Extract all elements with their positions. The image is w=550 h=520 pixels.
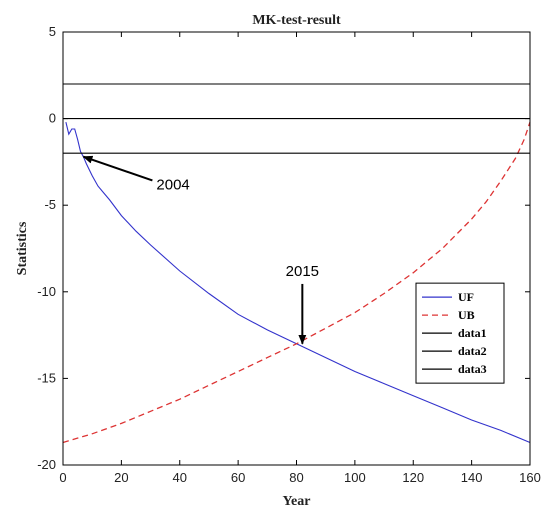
plot-area: 0 20 40 60 80 100 120 140 160 5 0 -5 -10 -15 -20 (37, 24, 541, 485)
annotations: 2004 2015 (82, 155, 319, 345)
annotation-label-2004: 2004 (156, 176, 189, 193)
x-tick-label-80: 80 (289, 470, 303, 485)
x-tick-label-0: 0 (59, 470, 66, 485)
legend-label-data3: data3 (458, 362, 487, 376)
y-tick-label-5: 5 (49, 24, 56, 39)
annotation-arrow-2004 (82, 155, 153, 182)
annotation-label-2015: 2015 (286, 263, 319, 280)
axes-box (62, 31, 531, 466)
x-tick-label-140: 140 (461, 470, 483, 485)
legend-label-ub: UB (458, 308, 475, 322)
y-axis-label: Statistics (15, 221, 30, 275)
x-tick-label-60: 60 (231, 470, 245, 485)
series-line-ub (62, 121, 531, 444)
y-tick-label-0: 0 (49, 111, 56, 126)
x-tick-label-120: 120 (402, 470, 424, 485)
x-tick-label-40: 40 (173, 470, 187, 485)
series-line-uf (65, 121, 531, 444)
legend-label-data2: data2 (458, 344, 487, 358)
legend-label-uf: UF (458, 290, 474, 304)
x-tick-label-100: 100 (344, 470, 366, 485)
chart-title: MK-test-result (252, 13, 341, 28)
y-tick-label--20: -20 (37, 457, 56, 472)
y-tick-label--10: -10 (37, 284, 56, 299)
y-tick-label--5: -5 (44, 197, 56, 212)
legend-label-data1: data1 (458, 326, 487, 340)
y-tick-label--15: -15 (37, 370, 56, 385)
x-axis-label: Year (283, 494, 311, 509)
x-tick-label-20: 20 (114, 470, 128, 485)
legend: UF UB data1 data2 data3 (415, 282, 505, 384)
x-tick-label-160: 160 (519, 470, 541, 485)
